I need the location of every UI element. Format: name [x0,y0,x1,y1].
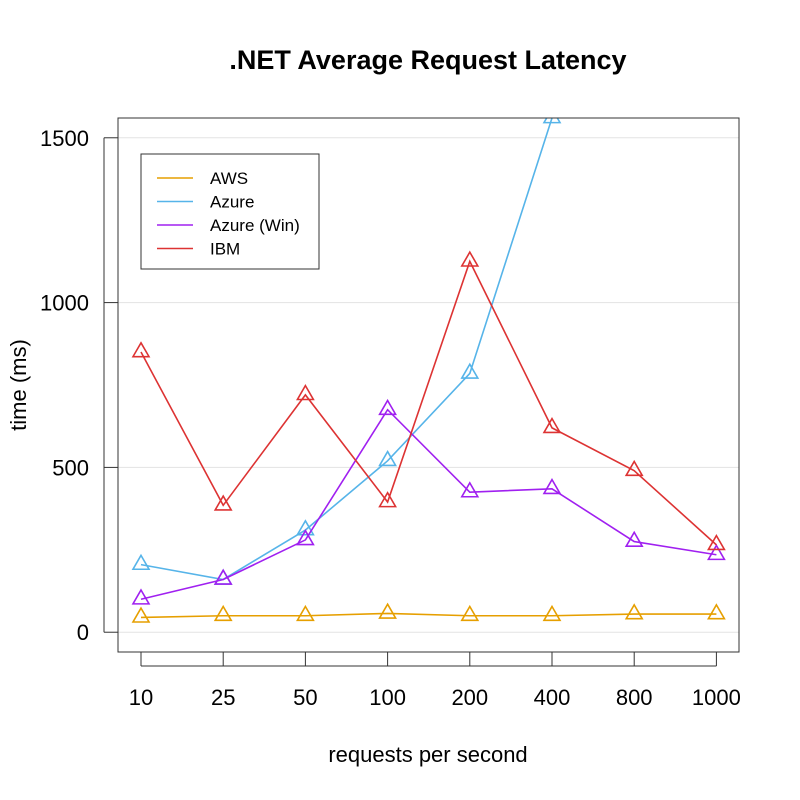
series-layer [131,118,726,623]
y-tick-label: 500 [52,455,89,480]
data-point-aws [378,602,397,619]
y-tick-label: 0 [77,620,89,645]
x-axis-label: requests per second [328,742,527,767]
data-point-aws [131,606,151,623]
x-tick-label: 800 [616,685,653,710]
data-point-azure [131,553,151,571]
data-point-azure-win [378,398,397,416]
legend-label-azure: Azure [210,193,254,212]
legend-label-aws: AWS [210,169,248,188]
series-line-azure-win [140,408,717,601]
data-point-azure-win [131,588,151,605]
data-point-ibm [624,459,644,477]
gridlines [118,137,739,633]
data-point-aws [707,603,726,620]
data-point-azure [542,118,562,124]
x-tick-label: 50 [293,685,317,710]
data-point-ibm [378,491,397,508]
y-axis: 0 500 1000 1500 [40,126,118,645]
legend-box [140,153,320,270]
series-aws [131,602,726,623]
data-point-aws [213,604,233,622]
legend-label-azure-win: Azure (Win) [210,216,300,235]
data-point-aws [460,604,480,622]
data-point-azure-win [460,481,480,498]
series-azure-win [131,398,726,605]
y-tick-label: 1500 [40,126,89,151]
data-point-azure-win [624,530,644,547]
data-point-azure [460,362,480,379]
data-point-aws [542,604,562,622]
legend: AWS Azure Azure (Win) IBM [140,153,320,270]
chart-title: .NET Average Request Latency [229,45,626,75]
data-point-azure [378,449,397,467]
series-line-azure [140,118,553,581]
x-axis: 10 25 50 100 200 400 800 1000 [129,652,741,710]
data-point-ibm [296,384,315,401]
data-point-azure-win [707,543,726,561]
data-point-ibm [213,494,233,511]
x-tick-label: 10 [129,685,153,710]
series-line-ibm [140,259,717,546]
data-point-ibm [131,341,151,358]
data-point-aws [296,604,315,622]
data-point-ibm [460,250,480,267]
plot-frame [117,117,740,653]
x-tick-label: 200 [451,685,488,710]
data-point-ibm [707,534,726,551]
x-tick-label: 100 [369,685,406,710]
x-tick-label: 400 [534,685,571,710]
data-point-azure-win [542,477,562,495]
data-point-azure-win [296,529,315,546]
x-tick-label: 1000 [692,685,741,710]
data-point-azure [296,519,315,536]
series-ibm [131,250,726,551]
y-axis-label: time (ms) [6,339,31,431]
y-tick-label: 1000 [40,291,89,316]
series-line-aws [140,612,717,619]
data-point-ibm [542,417,562,434]
x-tick-label: 25 [211,685,235,710]
legend-label-ibm: IBM [210,240,240,259]
data-point-aws [624,603,644,620]
data-point-azure-win [213,568,233,585]
